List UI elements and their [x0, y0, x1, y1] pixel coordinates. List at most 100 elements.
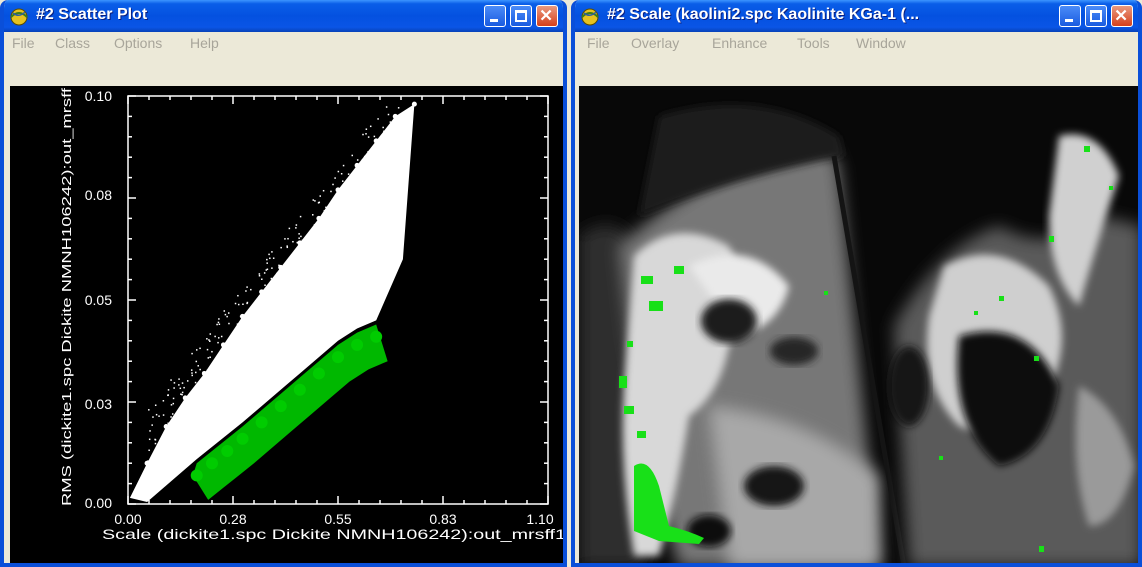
menu-overlay[interactable]: Overlay [631, 35, 680, 51]
menu-bar: File Overlay Enhance Tools Window [575, 32, 1138, 54]
scatter-dot [284, 281, 286, 284]
scatter-dot [170, 449, 172, 452]
minimize-button[interactable] [1059, 5, 1081, 27]
scatter-dot [399, 129, 402, 132]
image-window-title-bar[interactable]: #2 Scale (kaolini2.spc Kaolinite KGa-1 (… [575, 0, 1138, 32]
scatter-dot [268, 253, 270, 256]
scatter-dot [287, 237, 289, 240]
scatter-dot [319, 195, 321, 197]
scatter-dot [172, 397, 175, 400]
scatter-dot [373, 135, 376, 138]
scatter-dot [154, 438, 156, 441]
scatter-dot [266, 357, 268, 359]
scatter-dot [388, 176, 391, 179]
menu-help[interactable]: Help [190, 35, 219, 51]
scatter-dot [197, 365, 199, 367]
scatter-dot [182, 425, 184, 428]
scatter-dot [266, 304, 269, 306]
scatter-dot [212, 377, 215, 379]
scatter-dot [369, 173, 371, 175]
scatter-dot [297, 251, 299, 254]
scatter-dot [347, 188, 349, 191]
scatter-dot [360, 192, 363, 195]
scatter-dot [340, 234, 343, 237]
scale-image-window[interactable]: #2 Scale (kaolini2.spc Kaolinite KGa-1 (… [571, 0, 1142, 567]
scatter-dot [159, 452, 161, 454]
scatter-dot [395, 172, 397, 175]
scatter-dot [212, 365, 215, 368]
scatter-dot [367, 224, 370, 226]
scatter-dot [194, 381, 197, 384]
satellite-image-view[interactable] [579, 86, 1138, 563]
scatter-dot [300, 235, 302, 238]
scatter-dot [282, 312, 284, 315]
scatter-dot [147, 464, 149, 466]
scatter-dot [310, 262, 313, 264]
scatter-dot [376, 148, 378, 150]
scatter-dot [404, 136, 407, 138]
menu-options[interactable]: Options [114, 35, 163, 51]
scatter-dot [336, 255, 339, 258]
scatter-dot [401, 146, 403, 149]
scatter-dot [162, 414, 165, 416]
minimize-button[interactable] [484, 5, 506, 27]
scatter-dot [184, 437, 186, 440]
data-point [278, 264, 284, 270]
maximize-button[interactable] [1085, 5, 1107, 27]
scatter-dot [353, 174, 356, 176]
scatter-dot [329, 220, 332, 223]
scatter-dot [303, 268, 306, 270]
scatter-dot [161, 465, 164, 467]
scatter-dot [181, 464, 184, 466]
menu-window[interactable]: Window [856, 35, 906, 51]
scatter-plot-canvas[interactable]: 0.00 0.03 0.05 0.08 0.10 0.00 0.28 0.55 … [10, 86, 566, 563]
scatter-window-title-bar[interactable]: #2 Scatter Plot [4, 0, 563, 32]
scatter-dot [178, 424, 180, 427]
y-axis-label: RMS (dickite1.spc Dickite NMNH106242):ou… [59, 87, 74, 506]
scatter-dot [235, 386, 237, 388]
scatter-dot [342, 164, 345, 167]
menu-class[interactable]: Class [55, 35, 91, 51]
x-tick-label: 1.10 [526, 511, 553, 527]
scatter-dot [187, 397, 189, 399]
scatter-dot [206, 348, 209, 351]
scatter-dot [171, 445, 174, 448]
scatter-dot [367, 136, 370, 138]
scatter-dot [151, 424, 153, 426]
x-tick-label: 0.55 [324, 511, 351, 527]
close-button[interactable] [536, 5, 558, 27]
scatter-dot [330, 204, 332, 206]
scatter-dot [354, 230, 357, 232]
scatter-dot [245, 374, 248, 376]
scatter-dot [276, 272, 278, 275]
menu-file[interactable]: File [587, 35, 610, 51]
scatter-dot [169, 466, 172, 469]
scatter-dot [175, 458, 177, 460]
scatter-dot [164, 439, 167, 442]
scatter-dot [207, 381, 209, 383]
minimize-icon [1065, 19, 1073, 22]
scatter-dot [179, 429, 181, 431]
scatter-dot [335, 236, 337, 238]
scatter-dot [148, 409, 150, 411]
x-axis-label: Scale (dickite1.spc Dickite NMNH106242):… [102, 526, 566, 542]
scatter-plot: 0.00 0.03 0.05 0.08 0.10 0.00 0.28 0.55 … [59, 87, 566, 542]
scatter-dot [286, 275, 289, 277]
scatter-dot [267, 329, 270, 332]
scatter-dot [243, 360, 246, 362]
scatter-dot [287, 324, 289, 327]
menu-tools[interactable]: Tools [797, 35, 830, 51]
scatter-dot [387, 113, 390, 116]
data-point [240, 313, 246, 319]
maximize-button[interactable] [510, 5, 532, 27]
scatter-dot [338, 214, 340, 217]
scatter-dot [383, 130, 385, 133]
menu-enhance[interactable]: Enhance [712, 35, 768, 51]
scatter-dot [250, 349, 252, 352]
close-button[interactable] [1111, 5, 1133, 27]
scatter-plot-window[interactable]: #2 Scatter Plot File Class Options Help … [0, 0, 567, 567]
scatter-dot [185, 401, 187, 404]
scatter-dot [323, 217, 326, 219]
scatter-dot [228, 322, 230, 325]
menu-file[interactable]: File [12, 35, 35, 51]
